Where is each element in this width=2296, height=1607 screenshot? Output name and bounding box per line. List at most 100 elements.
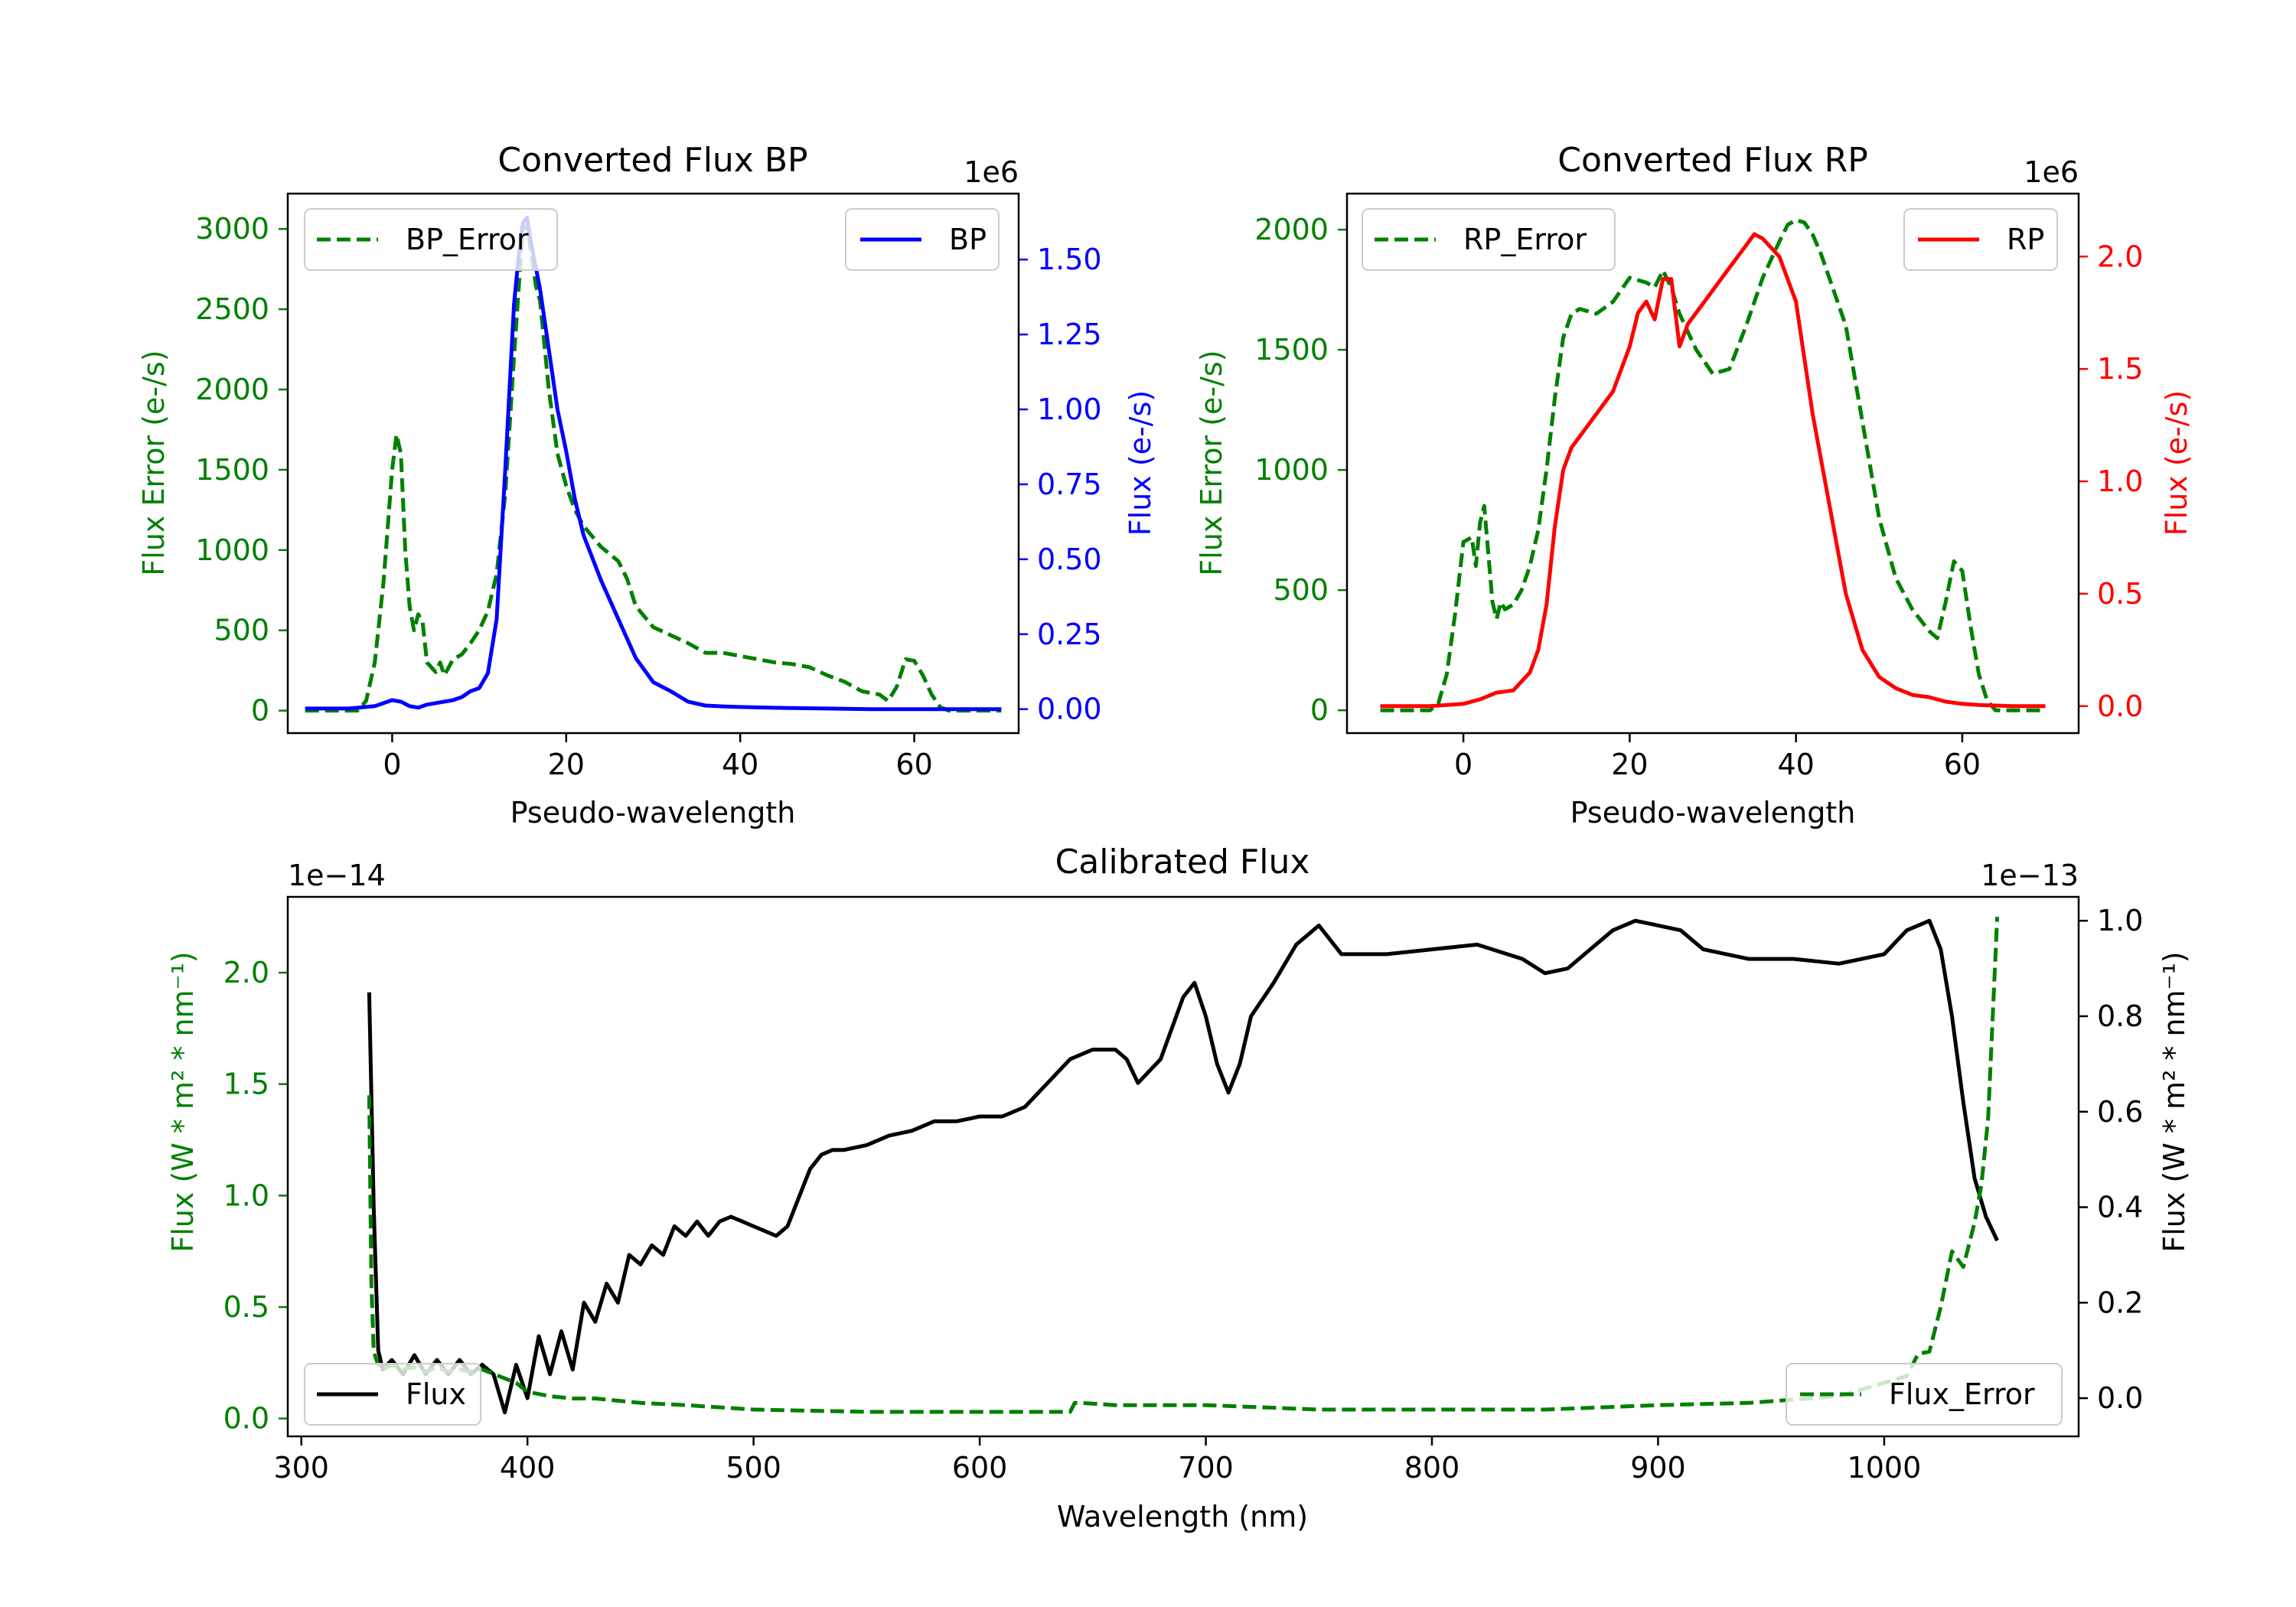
bp-y-left-ticks: 0 500 1000 1500 2000 2500 3000 [195,212,288,728]
cal-y-right-label: Flux (W * m² * nm⁻¹) [2157,951,2191,1252]
cal-legend-left[interactable]: Flux [304,1363,481,1426]
cal-x-axis-label: Wavelength (nm) [1057,1500,1308,1534]
cal-right-offset: 1e−13 [1981,859,2079,892]
cal-y-right-tick-label: 0.8 [2097,999,2143,1033]
bp-y-left-label: Flux Error (e-/s) [137,350,171,575]
rp-y-right-tick-label: 0.0 [2097,689,2143,723]
bp-y-left-tick-label: 1500 [195,453,269,487]
rp-y-right-label: Flux (e-/s) [2160,390,2193,536]
cal-legend-right-box [1786,1363,2063,1426]
cal-y-right-tick-label: 0.4 [2097,1191,2143,1224]
cal-x-tick-label: 300 [273,1451,329,1485]
bp-axes-frame [286,192,1020,735]
rp-y-right-tick-label: 2.0 [2097,240,2143,273]
bp-legend-right-box [845,208,1000,271]
rp-y-right-ticks: 0.0 0.5 1.0 1.5 2.0 [2079,240,2143,723]
cal-legend-right-label: Flux_Error [1889,1377,2035,1411]
rp-y-right-tick-label: 1.0 [2097,464,2143,498]
rp-y-left-tick-label: 500 [1273,573,1329,607]
cal-y-right-ticks: 0.0 0.2 0.4 0.6 0.8 1.0 [2079,904,2143,1415]
cal-y-right-tick-label: 0.0 [2097,1381,2143,1415]
cal-x-ticks: 300 400 500 600 700 800 900 1000 [273,1436,1921,1485]
bp-y-right-tick-label: 0.25 [1037,618,1102,651]
rp-title: Converted Flux RP [1557,141,1868,180]
panel-rp: Converted Flux RP Pseudo-wavelength Flux… [1195,141,2193,830]
bp-x-tick-label: 40 [722,748,758,781]
rp-legend-left-label: RP_Error [1463,223,1587,256]
cal-left-offset: 1e−14 [288,859,386,892]
rp-series-lines [1380,218,2046,712]
bp-x-tick-label: 60 [895,748,932,781]
cal-x-tick-label: 400 [500,1451,556,1485]
rp-legend-right[interactable]: RP [1903,208,2058,271]
cal-y-left-tick-label: 2.0 [223,956,269,989]
cal-axes-frame [286,895,2080,1438]
rp-y-left-ticks: 0 500 1000 1500 2000 [1254,213,1347,727]
rp-axes-frame [1345,192,2080,735]
rp-y-left-label: Flux Error (e-/s) [1195,350,1228,575]
cal-title: Calibrated Flux [1055,843,1310,882]
panel-calibrated: Calibrated Flux Wavelength (nm) Flux (W … [166,843,2191,1534]
rp-legend-right-box [1903,208,2058,271]
cal-x-tick-label: 1000 [1848,1451,1922,1485]
bp-y-right-tick-label: 0.75 [1037,468,1102,501]
bp-y-right-tick-label: 0.50 [1037,543,1102,576]
rp-x-tick-label: 0 [1454,748,1473,781]
bp-x-axis-label: Pseudo-wavelength [510,796,796,830]
cal-y-right-tick-label: 0.2 [2097,1286,2143,1319]
rp-y-left-tick-label: 1000 [1254,453,1329,487]
cal-y-left-tick-label: 1.0 [223,1178,269,1212]
bp-legend-left-label: BP_Error [406,223,529,256]
bp-right-offset: 1e6 [964,155,1019,189]
cal-y-left-tick-label: 1.5 [223,1068,269,1101]
rp-x-tick-label: 60 [1944,748,1981,781]
bp-y-left-tick-label: 1000 [195,533,269,567]
cal-y-left-tick-label: 0.5 [223,1290,269,1324]
rp-legend-right-label: RP [2007,223,2044,256]
bp-legend-right[interactable]: BP [845,208,1000,271]
cal-y-right-tick-label: 0.6 [2097,1095,2143,1129]
cal-y-left-ticks: 0.0 0.5 1.0 1.5 2.0 [223,956,288,1436]
cal-y-right-tick-label: 1.0 [2097,904,2143,937]
bp-x-tick-label: 0 [383,748,401,781]
cal-x-tick-label: 800 [1404,1451,1460,1485]
rp-series-rp [1380,232,2046,709]
rp-right-offset: 1e6 [2024,155,2079,189]
bp-title: Converted Flux BP [497,141,807,180]
rp-series-rp-error [1380,218,2046,712]
rp-y-left-tick-label: 2000 [1254,213,1329,246]
bp-legend-left-box [304,208,558,271]
cal-x-tick-label: 900 [1630,1451,1686,1485]
bp-y-right-tick-label: 1.25 [1037,318,1102,351]
bp-y-right-tick-label: 0.00 [1037,693,1102,726]
cal-legend-left-box [304,1363,481,1426]
cal-y-left-label: Flux (W * m² * nm⁻¹) [166,951,200,1252]
rp-x-tick-label: 20 [1611,748,1648,781]
bp-y-right-tick-label: 1.50 [1037,243,1102,276]
rp-legend-left[interactable]: RP_Error [1362,208,1616,271]
bp-y-left-tick-label: 0 [251,694,269,728]
cal-legend-left-label: Flux [406,1377,466,1411]
bp-y-right-tick-label: 1.00 [1037,393,1102,426]
bp-x-tick-label: 20 [548,748,585,781]
cal-x-tick-label: 600 [952,1451,1008,1485]
bp-y-left-tick-label: 2000 [195,373,269,406]
rp-y-right-tick-label: 0.5 [2097,577,2143,611]
cal-x-tick-label: 500 [726,1451,781,1485]
cal-y-left-tick-label: 0.0 [223,1402,269,1436]
bp-y-left-tick-label: 500 [214,614,269,647]
rp-y-right-tick-label: 1.5 [2097,352,2143,386]
rp-x-tick-label: 40 [1777,748,1814,781]
bp-y-right-ticks: 0.00 0.25 0.50 0.75 1.00 1.25 1.50 [1019,243,1102,726]
bp-x-ticks: 0 20 40 60 [383,733,933,781]
cal-legend-right[interactable]: Flux_Error [1786,1363,2063,1426]
panel-bp: Converted Flux BP Pseudo-wavelength Flux… [137,141,1157,830]
bp-legend-left[interactable]: BP_Error [304,208,558,271]
bp-y-left-tick-label: 2500 [195,292,269,326]
bp-series-bp-error [305,223,1002,713]
rp-x-axis-label: Pseudo-wavelength [1570,796,1856,830]
rp-y-left-tick-label: 1500 [1254,333,1329,367]
cal-x-tick-label: 700 [1178,1451,1234,1485]
rp-legend-left-box [1362,208,1616,271]
